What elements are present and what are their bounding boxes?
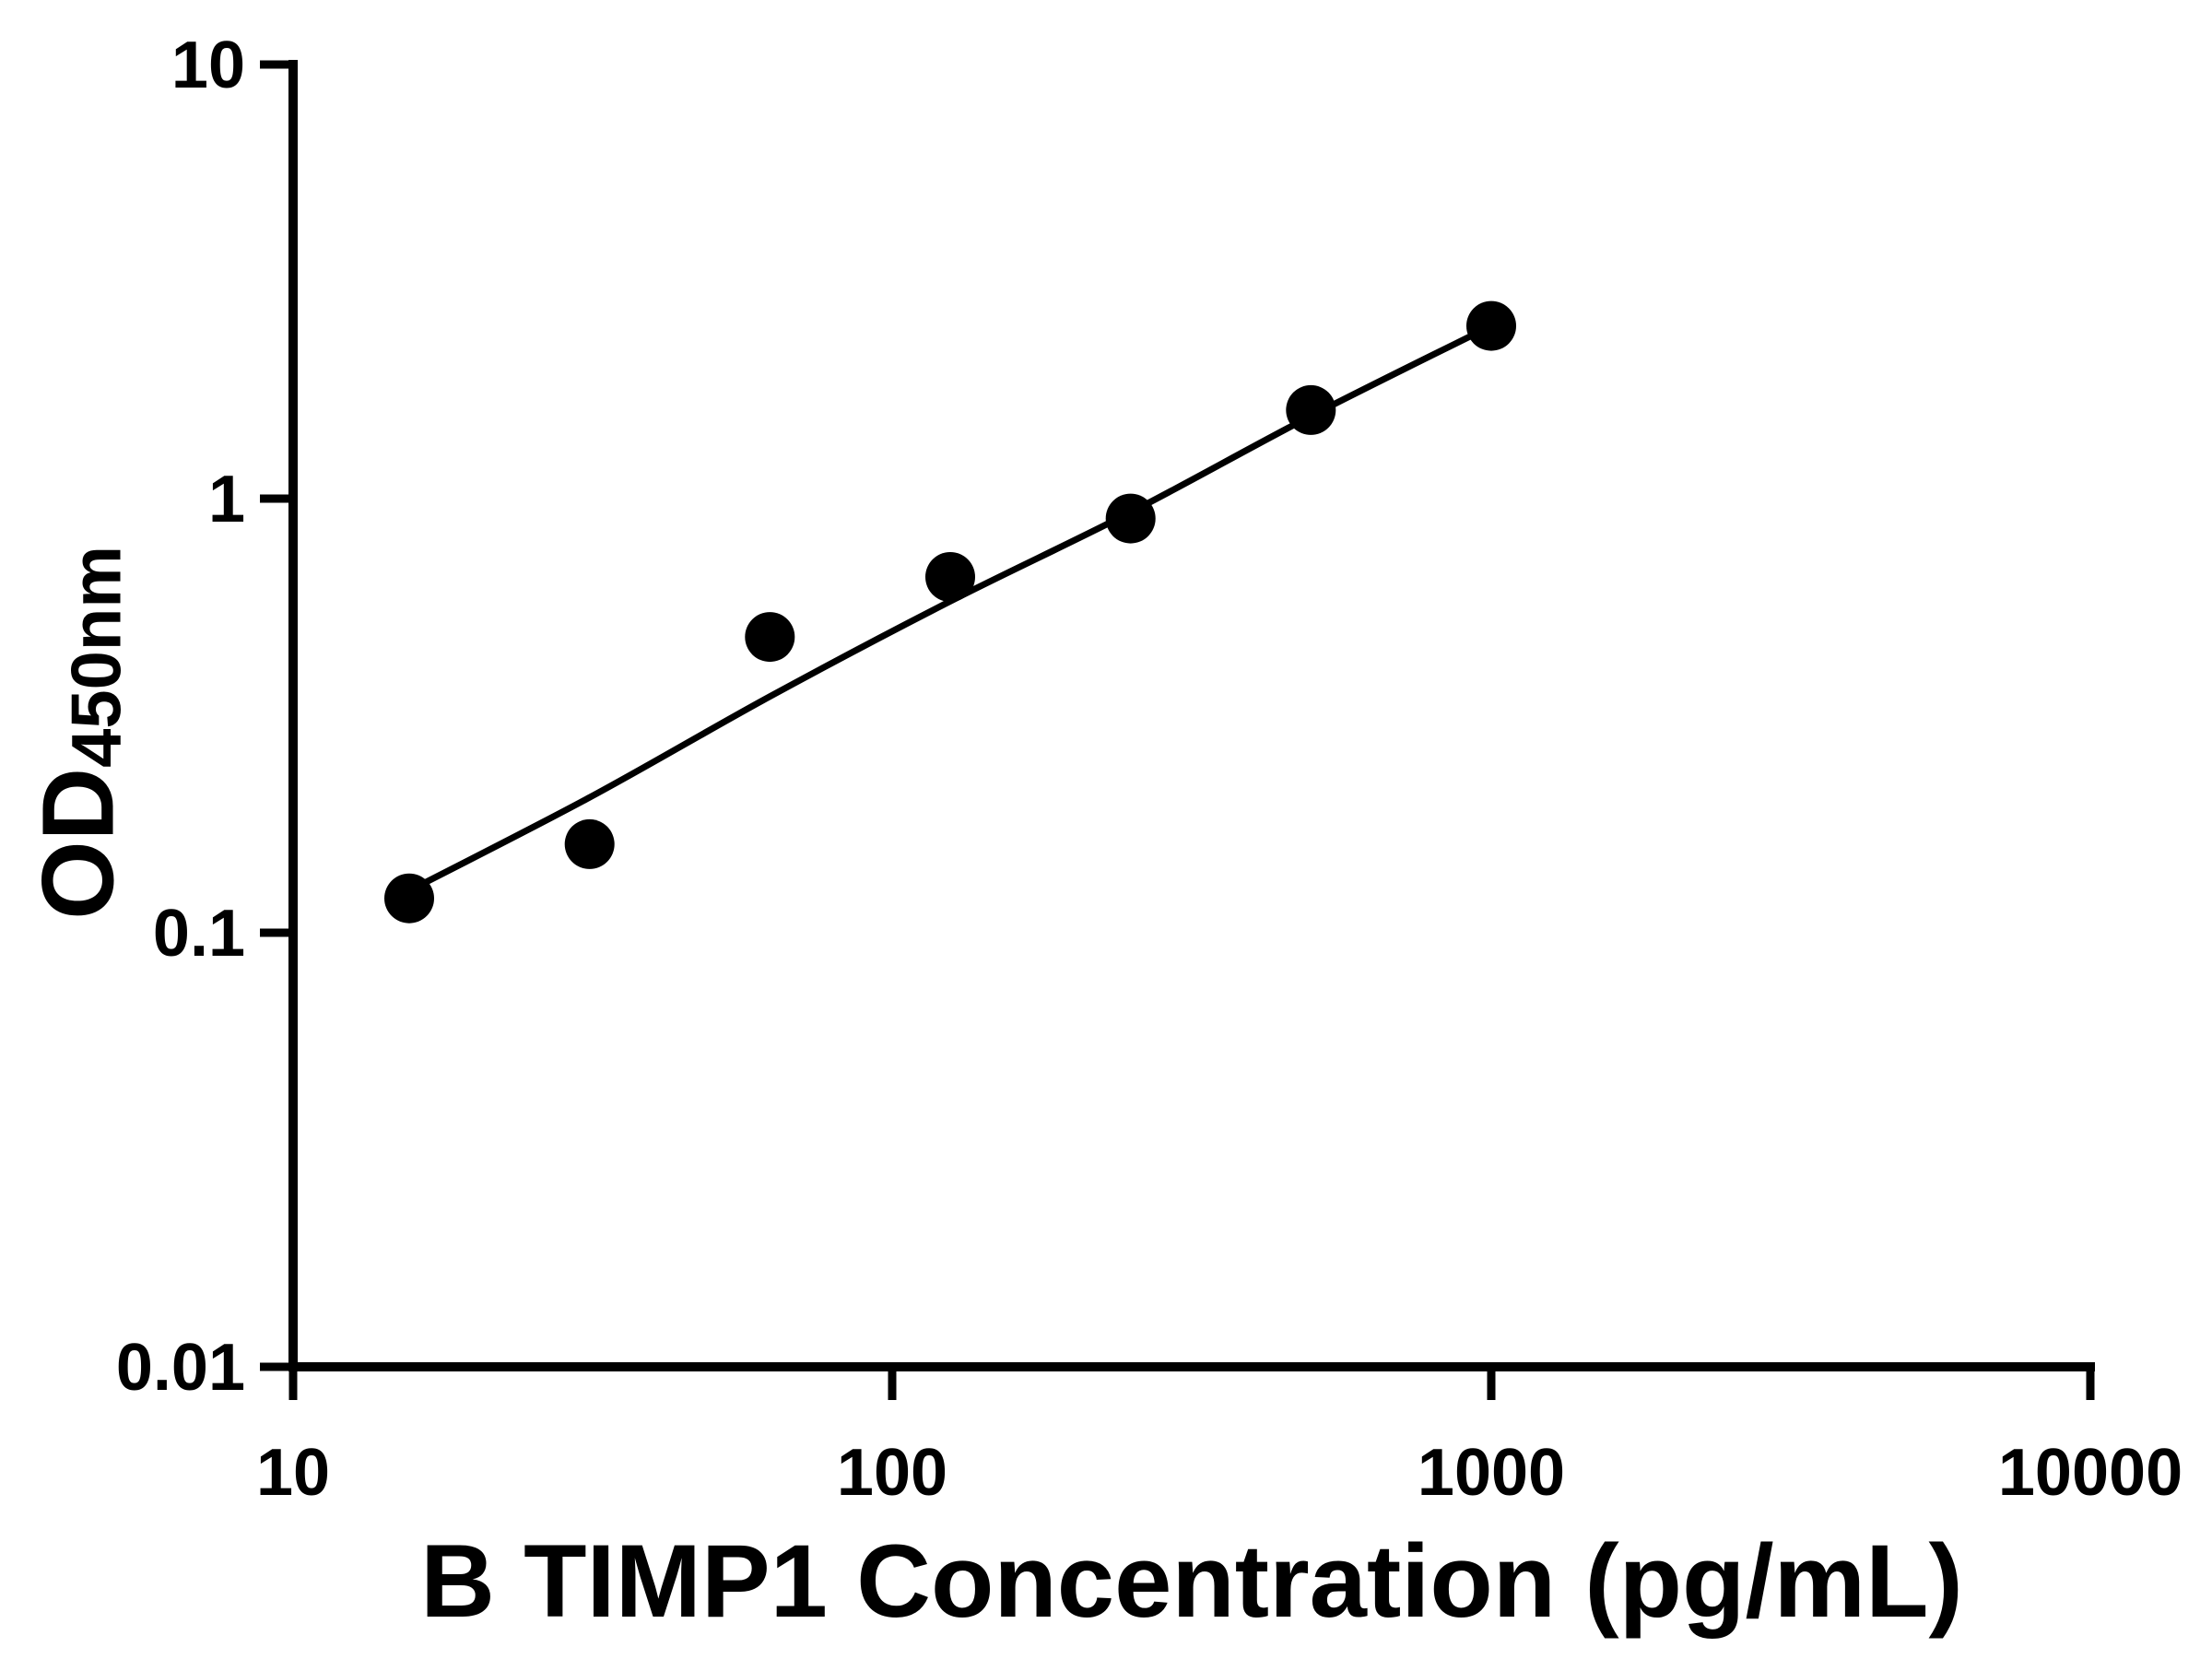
y-axis-tick-label: 1 xyxy=(208,463,245,536)
x-axis-tick-label: 10 xyxy=(256,1436,330,1510)
y-axis-tick-label: 0.1 xyxy=(153,897,245,971)
y-axis-title-subscript: 450nm xyxy=(57,546,136,768)
data-point xyxy=(1466,300,1516,351)
x-axis-tick-label: 10000 xyxy=(1998,1436,2183,1510)
data-point xyxy=(564,818,615,869)
x-axis-tick-label: 1000 xyxy=(1418,1436,1565,1510)
data-point xyxy=(925,552,975,602)
data-point xyxy=(1105,493,1156,544)
y-axis-title: OD450nm xyxy=(20,546,137,920)
data-point xyxy=(384,873,434,924)
x-axis-tick-label: 100 xyxy=(837,1436,947,1510)
y-axis-tick-label: 0.01 xyxy=(116,1331,245,1405)
y-axis-tick-label: 10 xyxy=(171,29,245,102)
y-axis-title-main: OD xyxy=(21,767,135,920)
data-point xyxy=(745,612,795,663)
x-axis-title: B TIMP1 Concentration (pg/mL) xyxy=(420,1524,1963,1639)
data-point xyxy=(1286,384,1336,435)
